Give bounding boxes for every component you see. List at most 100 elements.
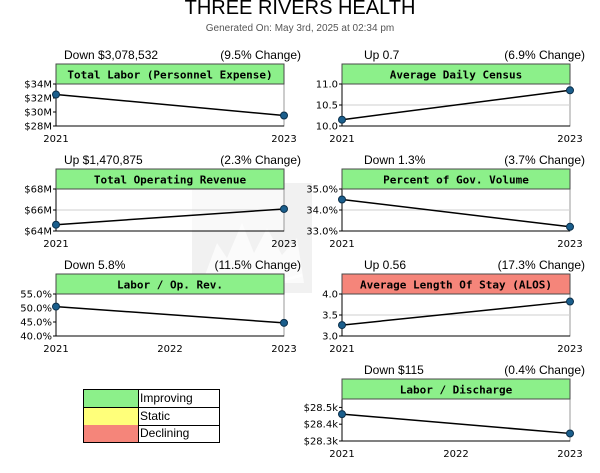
data-point — [280, 204, 288, 213]
chart-title-bar — [55, 273, 285, 295]
y-tick-label: 3.5 — [322, 311, 338, 322]
y-tick-label: 33.0% — [306, 227, 338, 238]
x-tick-label: 2021 — [329, 449, 354, 460]
chart-title: Percent of Gov. Volume — [383, 174, 529, 187]
y-tick-label: 40.0% — [20, 332, 52, 343]
y-tick-label: 35.0% — [306, 185, 338, 196]
line-chart: Total Labor (Personnel Expense) $28M $30M $… — [24, 63, 297, 145]
legend-swatch — [84, 390, 139, 407]
y-tick-label: $32M — [24, 94, 52, 105]
panel-change: (3.7% Change) — [504, 153, 585, 167]
x-tick-label: 2022 — [157, 344, 182, 355]
data-point — [52, 302, 60, 311]
x-tick-label: 2021 — [43, 239, 68, 250]
chart-title-bar — [341, 378, 571, 400]
data-point — [566, 222, 574, 231]
panel-change: (9.5% Change) — [220, 48, 301, 62]
panel-summary: Up 0.56 — [364, 258, 407, 272]
x-tick-label: 2022 — [443, 449, 468, 460]
y-tick-label: 34.0% — [306, 206, 338, 217]
x-tick-label: 2023 — [557, 449, 582, 460]
x-tick-label: 2021 — [329, 239, 354, 250]
y-tick-label: 4.0 — [322, 290, 338, 301]
data-point — [338, 410, 346, 419]
legend-item-improving: Improving — [84, 390, 219, 408]
chart-title: Average Length Of Stay (ALOS) — [360, 279, 552, 292]
x-tick-label: 2021 — [329, 134, 354, 145]
y-tick-label: 10.5 — [316, 101, 338, 112]
x-tick-label: 2021 — [329, 344, 354, 355]
chart-title: Total Operating Revenue — [94, 174, 247, 187]
y-tick-label: $34M — [24, 80, 52, 91]
legend-item-static: Static — [84, 408, 219, 426]
data-point — [338, 321, 346, 330]
series-line — [55, 93, 285, 117]
x-tick-label: 2023 — [557, 344, 582, 355]
data-point — [338, 195, 346, 204]
panel-average-length-of-stay: Average Length Of Stay (ALOS) 3.0 3.5 4.0 20… — [306, 258, 596, 368]
x-tick-label: 2023 — [557, 239, 582, 250]
panel-summary: Up $1,470,875 — [64, 153, 143, 167]
y-tick-label: $68M — [24, 185, 52, 196]
legend-label: Declining — [140, 426, 190, 440]
chart-title: Labor / Op. Rev. — [117, 279, 223, 292]
panel-change: (6.9% Change) — [504, 48, 585, 62]
panel-total-operating-revenue: Total Operating Revenue $64M $66M $68M 2021 2… — [20, 153, 310, 263]
data-point — [52, 90, 60, 99]
legend-label: Static — [140, 409, 171, 423]
line-chart: Labor / Op. Rev. 40.0% 45.0% 50.0% 55.0% 2021… — [20, 273, 297, 355]
status-legend: Improving Static Declining — [83, 389, 220, 443]
data-point — [280, 318, 288, 327]
legend-item-declining: Declining — [84, 425, 219, 442]
y-tick-label: 45.0% — [20, 318, 52, 329]
chart-title-bar — [341, 63, 571, 85]
line-chart: Labor / Discharge $28.3k $28.4k $28.5k 2021 2… — [304, 378, 583, 460]
y-tick-label: $64M — [24, 227, 52, 238]
y-tick-label: 10.0 — [316, 122, 338, 133]
series-line — [341, 198, 571, 228]
y-tick-label: 50.0% — [20, 304, 52, 315]
chart-title-bar — [55, 63, 285, 85]
chart-title-bar — [341, 168, 571, 190]
panel-percent-gov-volume: Percent of Gov. Volume 33.0% 34.0% 35.0% 202… — [306, 153, 596, 263]
x-tick-label: 2023 — [271, 344, 296, 355]
y-tick-label: $28.3k — [304, 437, 339, 448]
y-tick-label: $28.5k — [304, 403, 339, 414]
chart-title-bar — [341, 273, 571, 295]
data-point — [52, 220, 60, 229]
y-tick-label: $66M — [24, 206, 52, 217]
series-line — [55, 305, 285, 324]
panel-summary: Down 1.3% — [364, 153, 426, 167]
series-line — [341, 89, 571, 121]
chart-title: Average Daily Census — [390, 69, 522, 82]
data-point — [566, 297, 574, 306]
generated-timestamp: Generated On: May 3rd, 2025 at 02:34 pm — [205, 23, 395, 34]
chart-title: Labor / Discharge — [400, 384, 513, 397]
data-point — [566, 429, 574, 438]
legend-swatch — [84, 408, 139, 425]
x-tick-label: 2023 — [271, 239, 296, 250]
panel-labor-discharge: Labor / Discharge $28.3k $28.4k $28.5k 2021 2… — [304, 363, 596, 473]
data-point — [338, 115, 346, 124]
data-point — [566, 86, 574, 95]
line-chart: Average Length Of Stay (ALOS) 3.0 3.5 4.0 20… — [322, 273, 583, 355]
chart-title: Total Labor (Personnel Expense) — [67, 69, 272, 82]
panel-change: (17.3% Change) — [497, 258, 585, 272]
panel-summary: Down $115 — [364, 363, 424, 377]
series-line — [55, 208, 285, 226]
panel-change: (2.3% Change) — [220, 153, 301, 167]
legend-swatch — [84, 425, 139, 442]
legend-label: Improving — [140, 391, 193, 405]
chart-title-bar — [55, 168, 285, 190]
panel-change: (11.5% Change) — [214, 258, 302, 272]
data-point — [280, 111, 288, 120]
panel-summary: Up 0.7 — [364, 48, 400, 62]
series-line — [341, 413, 571, 435]
y-tick-label: $28.4k — [304, 420, 339, 431]
y-tick-label: 3.0 — [322, 332, 338, 343]
panel-average-daily-census: Average Daily Census 10.0 10.5 11.0 2021 2023… — [306, 48, 596, 158]
y-tick-label: $28M — [24, 122, 52, 133]
y-tick-label: $30M — [24, 108, 52, 119]
line-chart: Percent of Gov. Volume 33.0% 34.0% 35.0% 202… — [306, 168, 583, 250]
line-chart: Average Daily Census 10.0 10.5 11.0 2021 2023 — [316, 63, 583, 145]
